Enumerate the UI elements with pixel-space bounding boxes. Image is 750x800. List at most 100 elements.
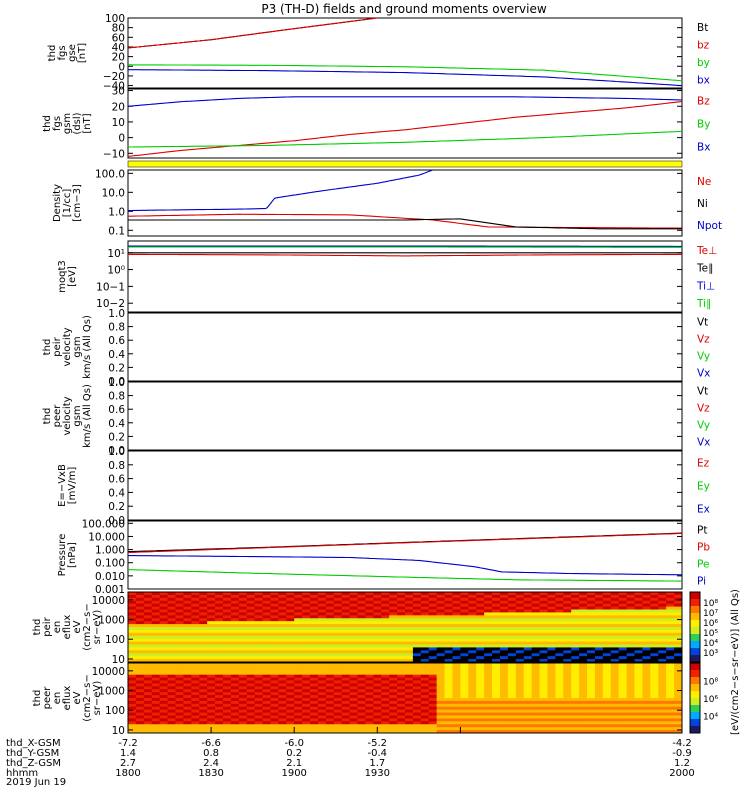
spectro-cell (531, 663, 540, 667)
spectro-cell (460, 724, 469, 728)
spectro-cell (658, 653, 667, 657)
spectro-cell (278, 618, 287, 622)
spectro-cell (610, 615, 620, 619)
spectro-cell (302, 609, 311, 613)
spectro-cell (230, 647, 240, 651)
spectro-cell (246, 689, 256, 693)
spectro-cell (278, 659, 287, 663)
spectro-cell (325, 638, 335, 642)
spectro-cell (167, 703, 176, 708)
spectro-cell (666, 659, 675, 663)
spectro-cell (666, 644, 675, 648)
spectro-cell (151, 659, 161, 663)
spectro-cell (365, 730, 374, 734)
spectro-cell (397, 686, 406, 690)
spectro-cell (230, 703, 240, 708)
spectro-cell (610, 674, 620, 678)
spectro-cell (452, 592, 461, 596)
spectro-cell (531, 618, 540, 622)
spectro-cell (222, 600, 232, 605)
spectro-cell (444, 592, 453, 596)
spectro-cell (270, 656, 279, 660)
spectro-cell (460, 663, 469, 667)
spectro-cell (246, 635, 256, 640)
spectro-cell (460, 700, 469, 705)
spectro-cell (215, 700, 224, 705)
spectro-cell (215, 647, 224, 651)
spectro-cell (175, 653, 184, 657)
spectro-cell (468, 606, 477, 610)
spectro-cell (476, 621, 485, 625)
spectro-cell (484, 671, 493, 676)
spectro-cell (594, 686, 604, 690)
colorbar-swatch (690, 698, 700, 706)
spectro-cell (151, 700, 161, 705)
spectro-cell (452, 727, 461, 731)
spectro-cell (143, 721, 153, 725)
spectro-cell (610, 677, 620, 681)
spectro-cell (515, 695, 525, 699)
y-tick-label: 20 (112, 52, 125, 64)
spectro-cell (579, 627, 588, 631)
spectro-cell (563, 629, 572, 634)
spectro-cell (333, 656, 343, 660)
spectro-cell (420, 615, 430, 619)
spectro-cell (270, 606, 279, 610)
spectro-cell (618, 718, 627, 722)
spectro-cell (523, 671, 533, 676)
spectro-cell (341, 653, 350, 657)
spectro-cell (151, 709, 161, 713)
spectro-cell (626, 606, 635, 610)
spectro-cell (317, 624, 327, 628)
spectro-cell (658, 692, 667, 696)
spectro-cell (476, 624, 485, 628)
spectro-cell (428, 712, 438, 716)
spectro-cell (420, 647, 430, 651)
spectro-cell (507, 668, 517, 673)
spectro-cell (341, 594, 350, 599)
spectro-cell (571, 600, 580, 605)
spectro-cell (571, 730, 580, 734)
x-tick-label: 1930 (365, 768, 390, 779)
spectro-cell (523, 653, 533, 657)
spectro-cell (349, 665, 358, 670)
spectro-cell (373, 703, 382, 708)
spectro-cell (310, 615, 319, 619)
spectro-cell (207, 597, 216, 602)
spectro-cell (444, 615, 453, 619)
spectro-cell (397, 618, 406, 622)
spectro-cell (302, 730, 311, 734)
spectro-cell (634, 668, 643, 673)
spectro-cell (167, 668, 176, 673)
spectro-cell (587, 668, 596, 673)
spectro-cell (199, 709, 208, 713)
spectro-cell (135, 650, 145, 654)
spectro-cell (610, 683, 620, 687)
spectro-cell (579, 624, 588, 628)
spectro-cell (230, 663, 240, 667)
spectro-cell (381, 715, 390, 719)
spectro-cell (405, 668, 414, 673)
spectro-cell (523, 718, 533, 722)
spectro-cell (175, 727, 184, 731)
spectro-cell (143, 594, 153, 599)
spectro-cell (128, 721, 137, 725)
spectro-cell (357, 698, 366, 702)
spectro-cell (460, 698, 469, 702)
spectro-cell (230, 641, 240, 645)
spectro-cell (412, 632, 422, 637)
spectro-cell (634, 644, 643, 648)
y-axis-label: [nT] (82, 113, 93, 133)
spectro-cell (484, 700, 493, 705)
spectro-cell (492, 597, 501, 602)
spectro-cell (270, 663, 279, 667)
spectro-cell (444, 695, 453, 699)
y-axis-label: eV (72, 691, 83, 704)
spectro-cell (365, 671, 374, 676)
spectro-cell (238, 659, 248, 663)
spectro-cell (460, 627, 469, 631)
spectro-cell (230, 621, 240, 625)
spectro-cell (594, 689, 604, 693)
spectro-cell (135, 712, 145, 716)
spectro-cell (460, 644, 469, 648)
